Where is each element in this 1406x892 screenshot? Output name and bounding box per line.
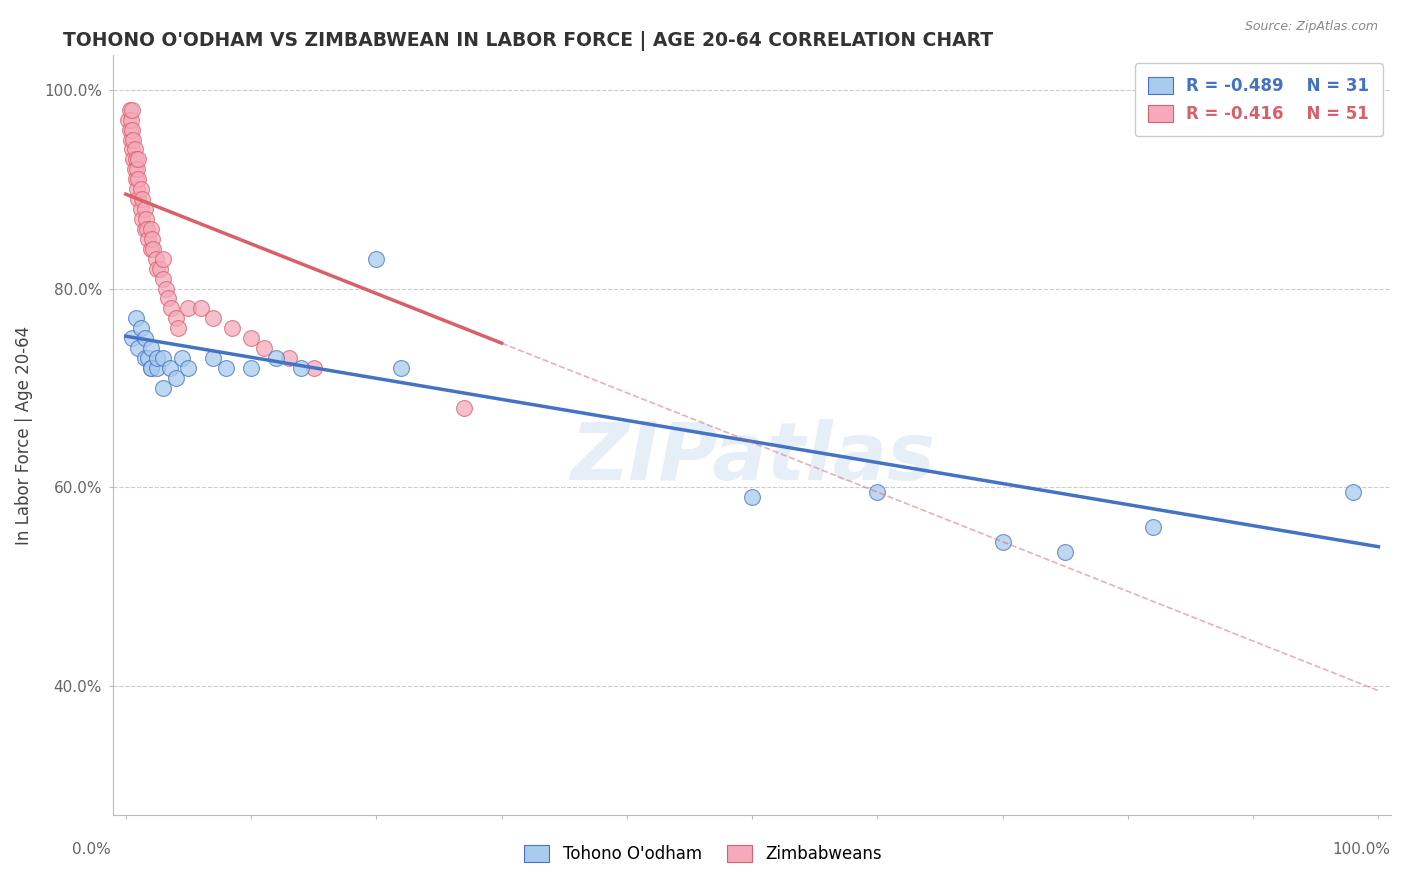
Point — [136, 351, 159, 365]
Point — [121, 331, 143, 345]
Point — [129, 321, 152, 335]
Point — [125, 153, 148, 167]
Point — [121, 103, 143, 117]
Point — [152, 252, 174, 266]
Point — [1343, 485, 1365, 500]
Point — [991, 534, 1014, 549]
Point — [366, 252, 388, 266]
Point — [127, 172, 149, 186]
Point — [252, 341, 274, 355]
Point — [177, 301, 200, 316]
Point — [145, 252, 167, 266]
Point — [142, 242, 165, 256]
Point — [120, 132, 142, 146]
Point — [127, 153, 149, 167]
Point — [131, 212, 153, 227]
Point — [139, 361, 162, 376]
Point — [120, 112, 142, 127]
Point — [129, 182, 152, 196]
Point — [124, 162, 146, 177]
Point — [134, 351, 156, 365]
Point — [127, 192, 149, 206]
Point — [152, 351, 174, 365]
Point — [215, 361, 238, 376]
Point — [741, 490, 763, 504]
Point — [122, 153, 145, 167]
Point — [202, 311, 225, 326]
Point — [139, 341, 162, 355]
Point — [136, 232, 159, 246]
Point — [117, 112, 139, 127]
Point — [172, 351, 194, 365]
Point — [125, 162, 148, 177]
Point — [122, 132, 145, 146]
Point — [139, 222, 162, 236]
Legend: Tohono O'odham, Zimbabweans: Tohono O'odham, Zimbabweans — [510, 831, 896, 877]
Point — [118, 122, 141, 136]
Text: TOHONO O'ODHAM VS ZIMBABWEAN IN LABOR FORCE | AGE 20-64 CORRELATION CHART: TOHONO O'ODHAM VS ZIMBABWEAN IN LABOR FO… — [63, 31, 994, 51]
Point — [1142, 520, 1164, 534]
Point — [152, 381, 174, 395]
Text: 100.0%: 100.0% — [1331, 842, 1391, 856]
Point — [160, 301, 183, 316]
Point — [129, 202, 152, 216]
Point — [131, 192, 153, 206]
Point — [146, 261, 169, 276]
Point — [177, 361, 200, 376]
Point — [121, 122, 143, 136]
Point — [190, 301, 212, 316]
Point — [1054, 544, 1077, 558]
Point — [155, 281, 177, 295]
Point — [221, 321, 243, 335]
Y-axis label: In Labor Force | Age 20-64: In Labor Force | Age 20-64 — [15, 326, 32, 544]
Point — [121, 143, 143, 157]
Point — [124, 143, 146, 157]
Point — [125, 182, 148, 196]
Point — [146, 361, 169, 376]
Point — [135, 212, 157, 227]
Text: ZIPatlas: ZIPatlas — [569, 418, 935, 497]
Point — [389, 361, 412, 376]
Point — [136, 222, 159, 236]
Point — [202, 351, 225, 365]
Point — [240, 361, 263, 376]
Point — [264, 351, 287, 365]
Text: Source: ZipAtlas.com: Source: ZipAtlas.com — [1244, 20, 1378, 33]
Point — [152, 271, 174, 285]
Point — [290, 361, 312, 376]
Point — [125, 172, 148, 186]
Point — [453, 401, 475, 415]
Point — [146, 351, 169, 365]
Point — [165, 311, 187, 326]
Point — [134, 222, 156, 236]
Point — [134, 202, 156, 216]
Text: 0.0%: 0.0% — [72, 842, 111, 856]
Point — [141, 232, 163, 246]
Point — [148, 261, 170, 276]
Point — [240, 331, 263, 345]
Point — [165, 371, 187, 385]
Point — [127, 341, 149, 355]
Point — [277, 351, 299, 365]
Point — [118, 103, 141, 117]
Point — [866, 485, 889, 500]
Point — [139, 361, 162, 376]
Point — [302, 361, 325, 376]
Legend: R = -0.489    N = 31, R = -0.416    N = 51: R = -0.489 N = 31, R = -0.416 N = 51 — [1135, 63, 1382, 136]
Point — [125, 311, 148, 326]
Point — [134, 331, 156, 345]
Point — [139, 242, 162, 256]
Point — [167, 321, 190, 335]
Point — [157, 292, 180, 306]
Point — [159, 361, 181, 376]
